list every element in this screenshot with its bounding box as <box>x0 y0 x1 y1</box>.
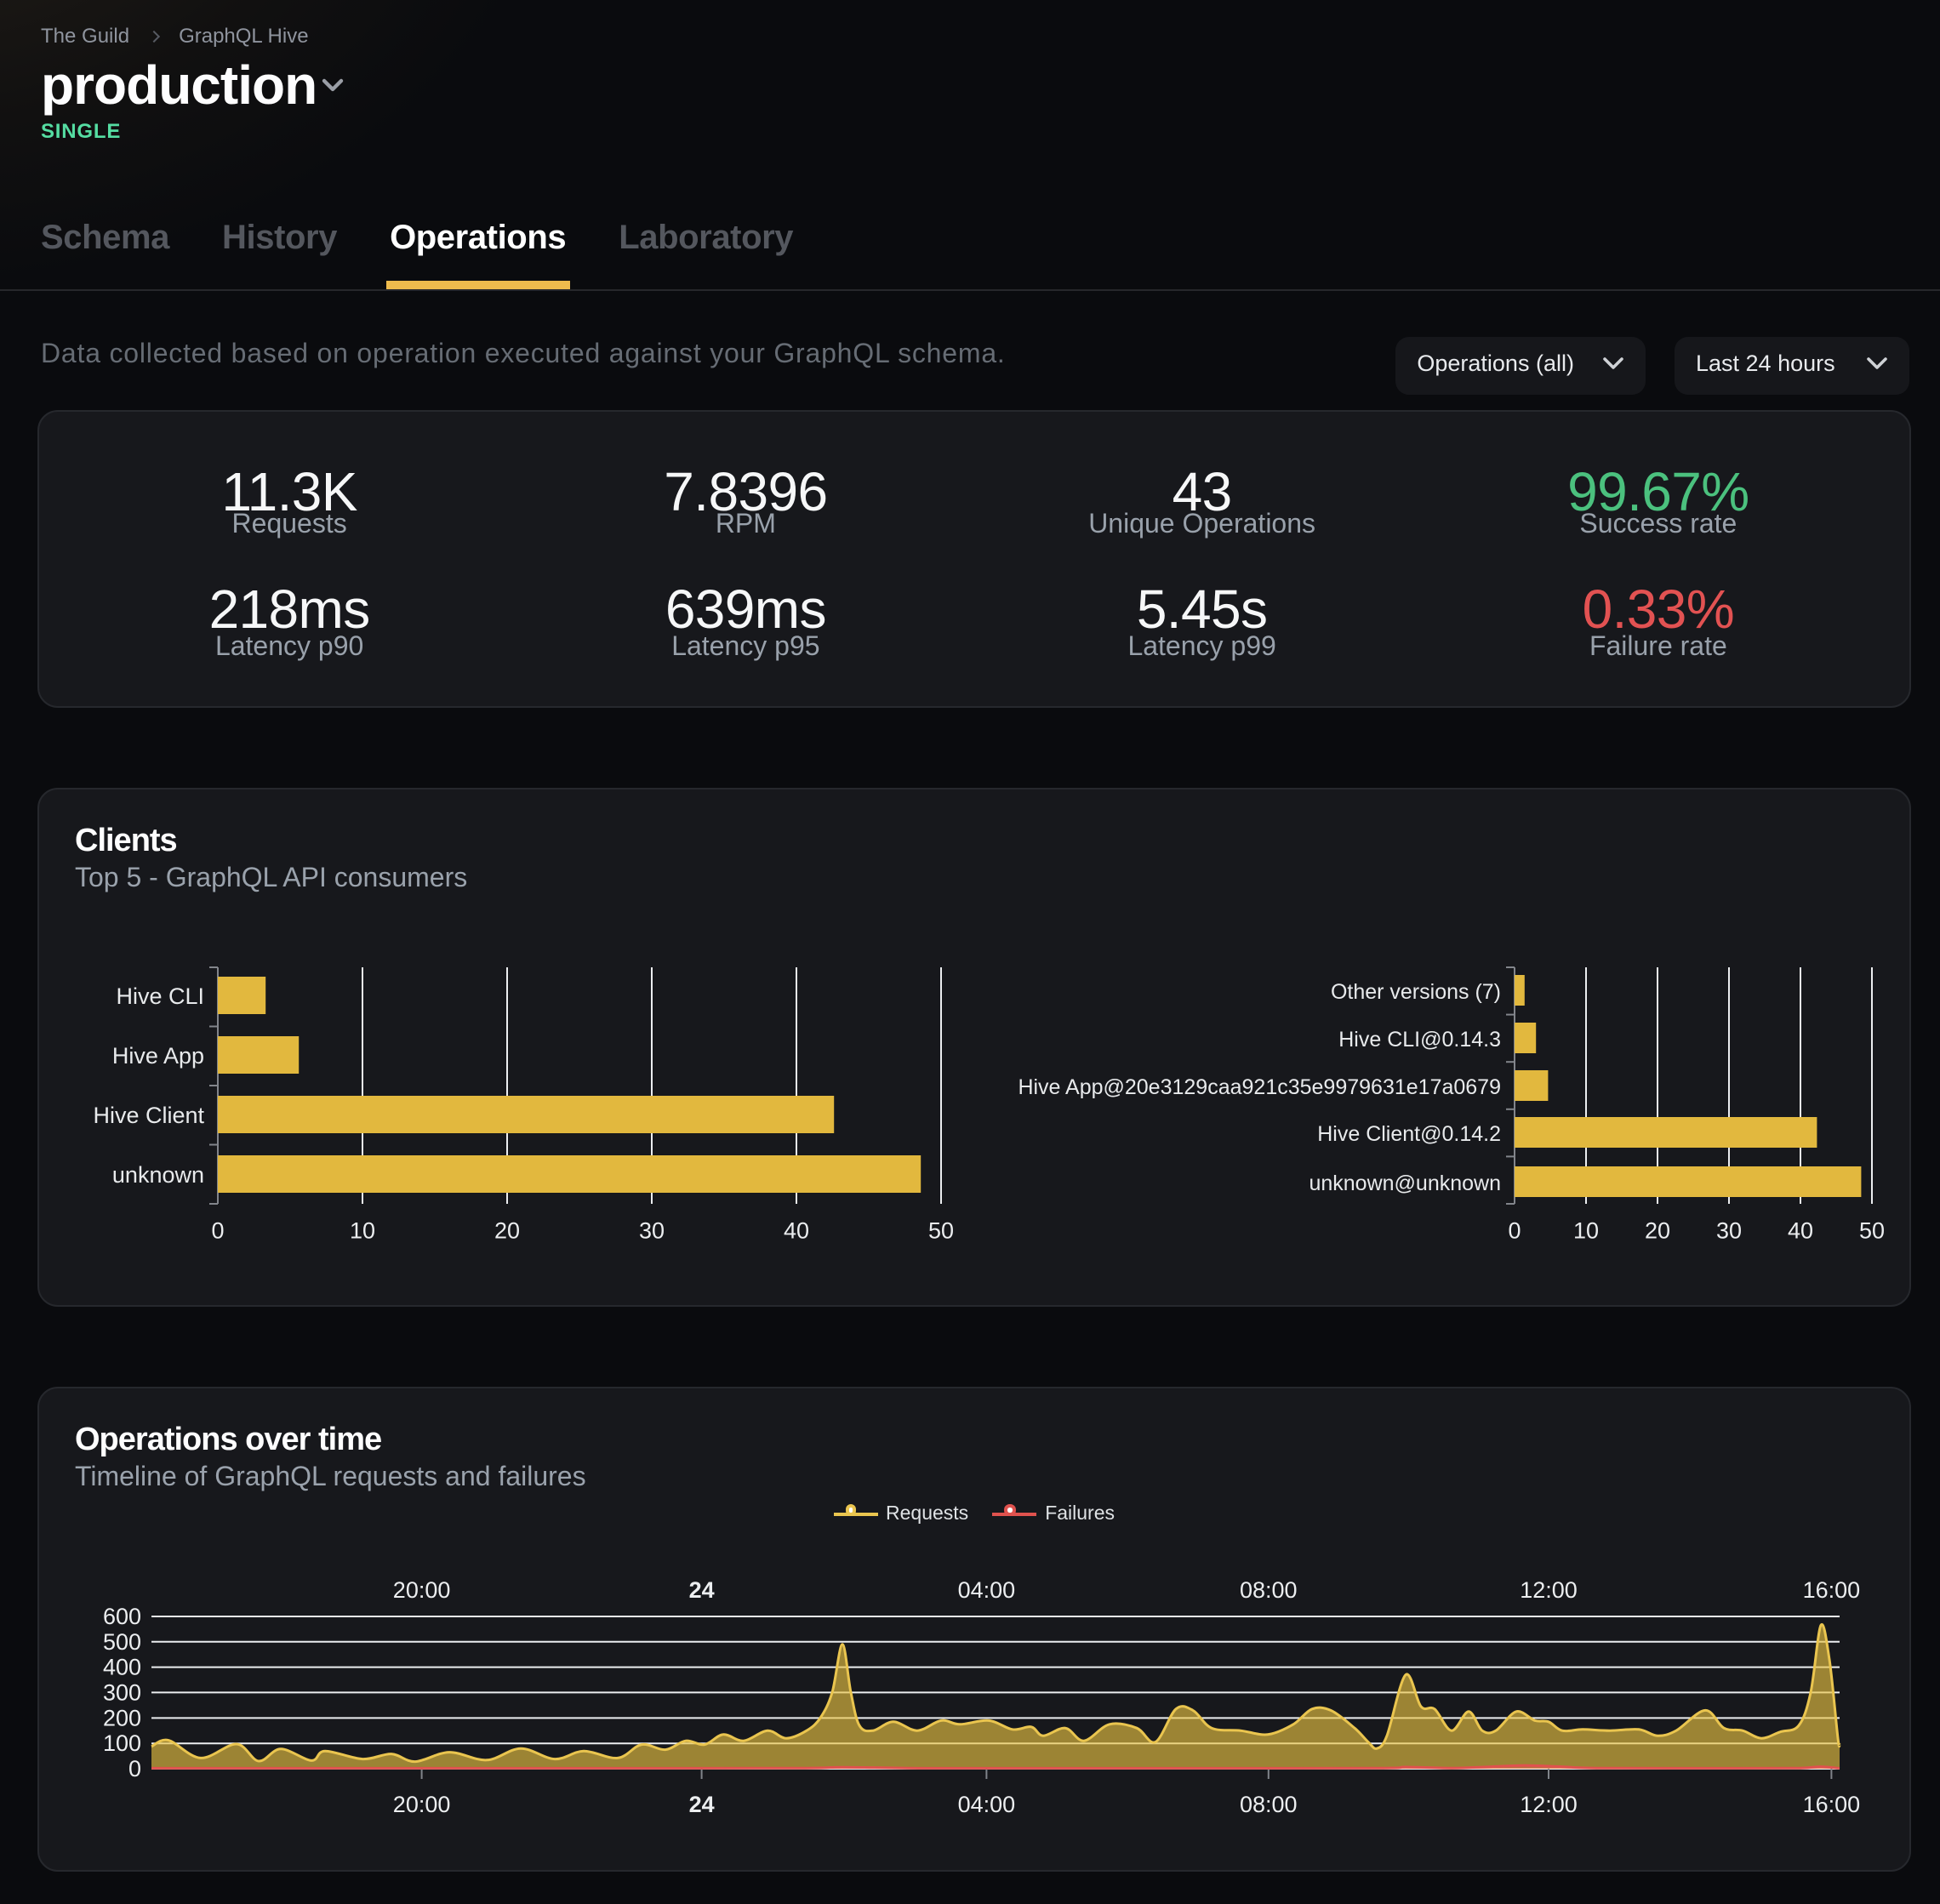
svg-text:40: 40 <box>1788 1217 1813 1243</box>
svg-text:unknown: unknown <box>112 1162 204 1188</box>
svg-text:24: 24 <box>689 1577 715 1603</box>
svg-text:Hive App: Hive App <box>112 1043 204 1069</box>
svg-text:04:00: 04:00 <box>958 1792 1016 1817</box>
svg-text:20:00: 20:00 <box>393 1577 451 1603</box>
svg-text:Hive CLI: Hive CLI <box>116 983 204 1009</box>
svg-text:500: 500 <box>103 1629 141 1655</box>
svg-text:16:00: 16:00 <box>1803 1577 1861 1603</box>
svg-text:0: 0 <box>128 1756 141 1781</box>
svg-text:600: 600 <box>103 1604 141 1629</box>
svg-text:Hive Client@0.14.2: Hive Client@0.14.2 <box>1317 1122 1501 1146</box>
svg-text:30: 30 <box>1716 1217 1742 1243</box>
svg-text:0: 0 <box>1508 1217 1521 1243</box>
svg-text:24: 24 <box>689 1792 715 1817</box>
svg-text:10: 10 <box>350 1217 375 1243</box>
svg-text:Hive App@20e3129caa921c35e9979: Hive App@20e3129caa921c35e9979631e17a067… <box>1018 1075 1501 1099</box>
svg-text:30: 30 <box>639 1217 665 1243</box>
svg-text:04:00: 04:00 <box>958 1577 1016 1603</box>
svg-text:20: 20 <box>494 1217 520 1243</box>
svg-text:08:00: 08:00 <box>1240 1577 1298 1603</box>
svg-text:200: 200 <box>103 1705 141 1730</box>
svg-text:100: 100 <box>103 1730 141 1756</box>
svg-text:unknown@unknown: unknown@unknown <box>1309 1171 1501 1195</box>
svg-text:Other versions (7): Other versions (7) <box>1331 980 1501 1004</box>
svg-text:40: 40 <box>784 1217 809 1243</box>
svg-text:50: 50 <box>1859 1217 1885 1243</box>
svg-text:50: 50 <box>928 1217 954 1243</box>
svg-text:Hive CLI@0.14.3: Hive CLI@0.14.3 <box>1338 1028 1501 1052</box>
svg-text:300: 300 <box>103 1679 141 1705</box>
svg-text:20:00: 20:00 <box>393 1792 451 1817</box>
svg-text:16:00: 16:00 <box>1803 1792 1861 1817</box>
svg-text:08:00: 08:00 <box>1240 1792 1298 1817</box>
svg-text:20: 20 <box>1645 1217 1670 1243</box>
svg-text:0: 0 <box>211 1217 224 1243</box>
svg-text:12:00: 12:00 <box>1520 1792 1578 1817</box>
svg-text:12:00: 12:00 <box>1520 1577 1578 1603</box>
svg-text:10: 10 <box>1573 1217 1599 1243</box>
svg-text:Hive Client: Hive Client <box>93 1103 204 1128</box>
svg-text:400: 400 <box>103 1655 141 1680</box>
